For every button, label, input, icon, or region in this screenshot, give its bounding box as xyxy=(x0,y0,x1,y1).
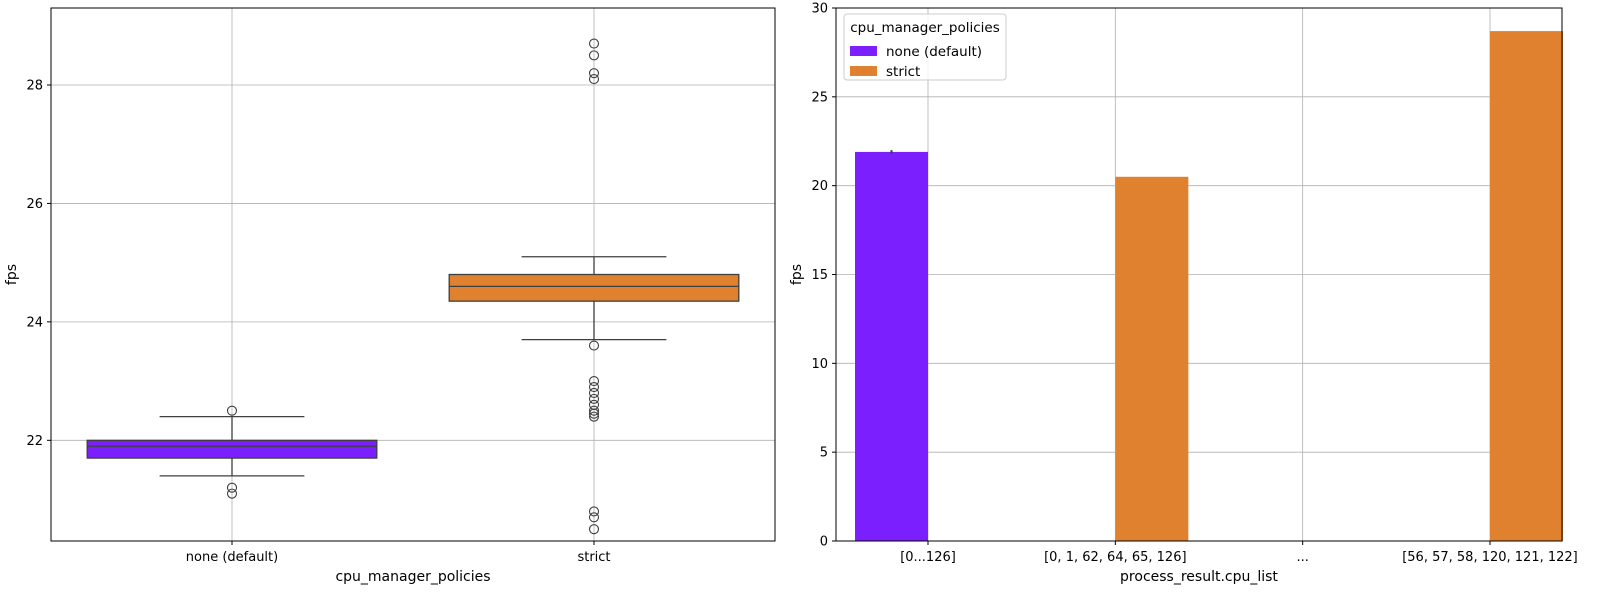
legend-title: cpu_manager_policies xyxy=(850,20,1000,36)
outlier-point xyxy=(588,68,600,79)
legend-box xyxy=(843,13,1007,81)
outlier-point xyxy=(588,387,600,398)
box-plot-chart: 22 24 26 28 none (default) strict cpu_manager_… xyxy=(4,7,776,585)
y-tick-label: 25 xyxy=(811,90,828,105)
legend-entry-label: strict xyxy=(886,64,920,80)
box-iqr xyxy=(448,273,740,302)
x-tick-label: [0, 1, 62, 64, 65, 126] xyxy=(1044,550,1186,565)
y-tick-label: 15 xyxy=(811,268,828,283)
outlier-point xyxy=(588,408,600,419)
x-tick-label: strict xyxy=(577,550,610,565)
y-tick-label: 28 xyxy=(26,78,43,93)
outlier-point xyxy=(588,340,600,351)
bar-chart: 0 5 10 15 20 25 30 [0...126] [0, 1, 62, 64, 65, … xyxy=(789,2,1578,586)
bar xyxy=(855,151,928,541)
bar xyxy=(1490,31,1563,541)
box-group xyxy=(448,38,740,535)
outlier-point xyxy=(588,50,600,61)
y-tick-label: 26 xyxy=(26,197,43,212)
y-axis-label: fps xyxy=(4,264,20,285)
y-tick-label: 22 xyxy=(26,434,43,449)
y-axis-label: fps xyxy=(789,264,805,285)
x-tick-label: ... xyxy=(1296,550,1308,565)
y-tick-label: 30 xyxy=(811,2,828,17)
legend-entry-label: none (default) xyxy=(886,44,982,60)
outlier-point xyxy=(226,405,238,416)
legend-swatch xyxy=(850,46,877,56)
x-axis-label: cpu_manager_policies xyxy=(335,569,490,585)
x-tick-label: [0...126] xyxy=(900,550,956,565)
outlier-point xyxy=(226,482,238,493)
outlier-point xyxy=(588,376,600,387)
outlier-point xyxy=(588,506,600,517)
outlier-point xyxy=(588,393,600,404)
y-tick-label: 24 xyxy=(26,315,43,330)
plot-frame xyxy=(50,7,776,542)
x-tick-label: none (default) xyxy=(186,550,278,565)
outlier-point xyxy=(226,488,238,499)
outlier-point xyxy=(588,381,600,393)
outlier-point xyxy=(588,405,600,416)
outlier-point xyxy=(588,512,600,523)
outlier-point xyxy=(588,38,600,49)
x-axis-label: process_result.cpu_list xyxy=(1120,569,1278,585)
y-tick-label: 5 xyxy=(820,446,828,461)
y-tick-label: 0 xyxy=(820,535,828,550)
outlier-point xyxy=(588,524,600,535)
outlier-point xyxy=(588,74,600,85)
legend-swatch xyxy=(850,66,877,76)
y-tick-label: 20 xyxy=(811,179,828,194)
x-tick-label: [56, 57, 58, 120, 121, 122] xyxy=(1402,550,1578,565)
y-tick-label: 10 xyxy=(811,357,828,372)
outlier-point xyxy=(588,411,600,422)
box-group xyxy=(86,405,378,499)
box-iqr xyxy=(86,439,378,459)
bar xyxy=(1115,176,1189,542)
